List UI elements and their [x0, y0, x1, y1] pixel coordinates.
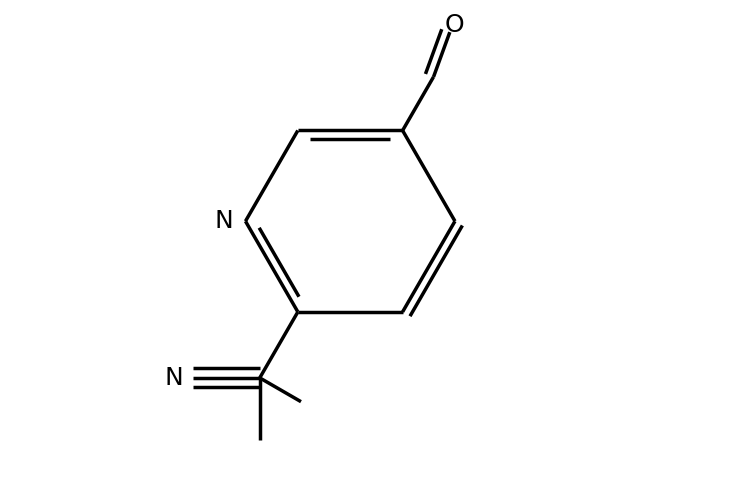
Text: N: N: [215, 209, 233, 233]
Text: O: O: [445, 13, 464, 37]
Text: N: N: [165, 366, 184, 390]
